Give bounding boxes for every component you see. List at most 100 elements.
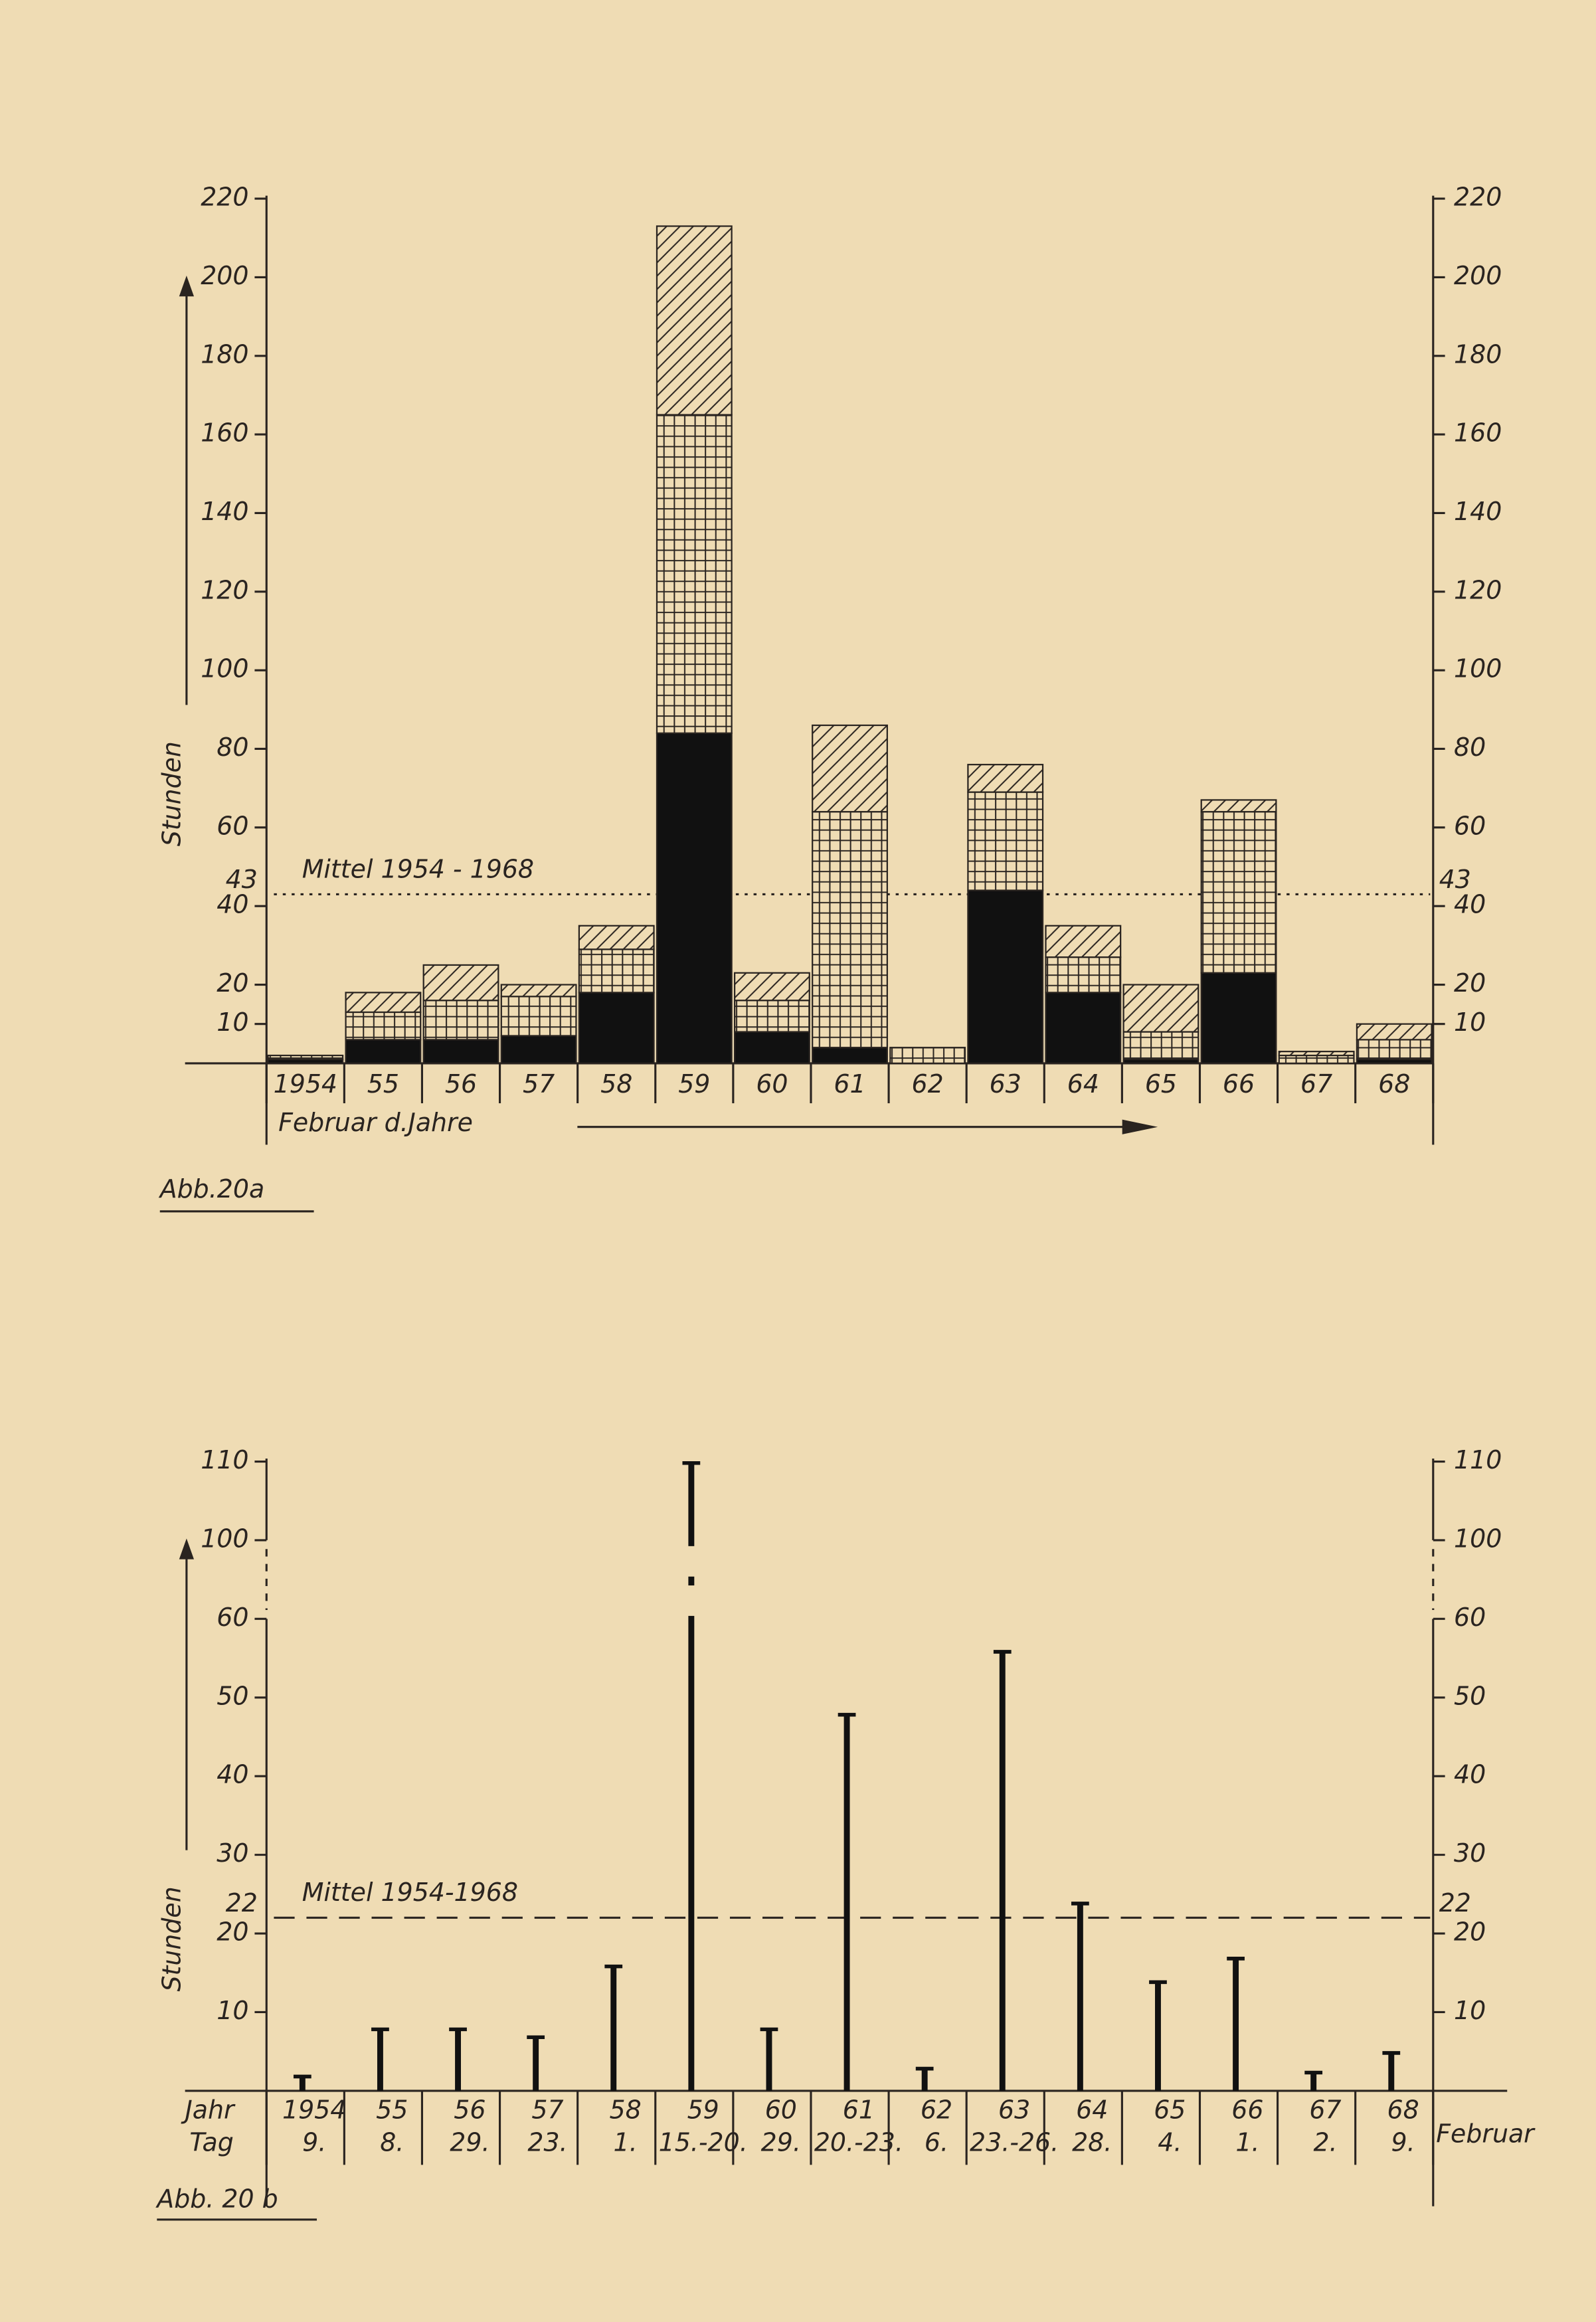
y-tick-label: 60 <box>217 1603 248 1632</box>
x-tick-label: 61 <box>834 1069 865 1099</box>
bar-segment <box>1122 984 1199 1033</box>
y-tick-label: 50 <box>217 1681 248 1710</box>
needle <box>1155 1981 1161 2091</box>
x-tick-label: 55 <box>367 1069 399 1099</box>
x-tick-label: 56 <box>454 2096 486 2125</box>
x-tick-label: 59 <box>678 1069 710 1099</box>
day-label: 20.-23. <box>814 2128 903 2157</box>
y-tick-label: 180 <box>201 339 248 369</box>
bar-segment <box>267 1054 344 1061</box>
needle-break <box>685 1546 697 1577</box>
row-label: Tag <box>189 2128 233 2157</box>
x-tick-label: 66 <box>1231 2096 1263 2125</box>
y-tick-label-right: 80 <box>1454 733 1486 762</box>
y-tick-label: 220 <box>201 183 248 212</box>
x-tick-label: 63 <box>998 2096 1030 2125</box>
y-tick-label: 30 <box>217 1838 248 1868</box>
y-tick-label-right: 60 <box>1454 811 1486 840</box>
day-label: 9. <box>1391 2128 1415 2157</box>
day-label: 23. <box>527 2128 567 2157</box>
y-tick-label: 200 <box>201 261 248 290</box>
day-label: 15.-20. <box>659 2128 748 2157</box>
bar-segment <box>345 1039 422 1064</box>
bar-segment <box>1045 925 1122 958</box>
y-tick-label-right: 100 <box>1454 1524 1502 1553</box>
x-tick-label: 64 <box>1067 1069 1099 1099</box>
x-tick-label: 57 <box>531 2096 563 2125</box>
x-tick-label: 65 <box>1154 2096 1186 2125</box>
day-label: 4. <box>1158 2128 1182 2157</box>
bar-segment <box>967 764 1044 793</box>
bar-segment <box>500 1035 577 1064</box>
bar-segment <box>1278 1054 1355 1064</box>
y-tick-label: 40 <box>217 890 248 919</box>
y-tick-label-right: 40 <box>1454 1760 1486 1789</box>
bar-segment <box>578 948 655 994</box>
day-label: 1. <box>1235 2128 1259 2157</box>
x-tick-label: 67 <box>1300 1069 1332 1099</box>
x-tick-label: 68 <box>1387 2096 1419 2125</box>
y-tick-label-right: 160 <box>1454 418 1502 448</box>
month-label: Februar <box>1436 2119 1536 2148</box>
needle <box>1233 1957 1239 2091</box>
bar-segment <box>1045 956 1122 994</box>
mean-value-right: 43 <box>1439 865 1471 894</box>
day-label: 9. <box>302 2128 326 2157</box>
needle <box>843 1713 850 2091</box>
y-tick-label: 100 <box>201 654 248 683</box>
x-tick-label: 60 <box>756 1069 788 1099</box>
y-axis-label: Stunden <box>157 741 186 846</box>
needle <box>533 2035 539 2091</box>
mean-label: Mittel 1954 - 1968 <box>302 854 534 883</box>
needle <box>1077 1902 1083 2091</box>
x-tick-label: 65 <box>1145 1069 1177 1099</box>
bar-segment <box>578 925 655 950</box>
needle <box>688 1461 695 2091</box>
y-tick-label-right: 30 <box>1454 1838 1486 1868</box>
bar-segment <box>1200 972 1277 1064</box>
bar-segment <box>656 225 733 416</box>
y-tick-label-right: 100 <box>1454 654 1502 683</box>
needle <box>455 2028 462 2091</box>
bar-segment <box>1045 992 1122 1064</box>
bar-segment <box>500 984 577 998</box>
bar-segment <box>733 1000 810 1033</box>
day-label: 29. <box>761 2128 801 2157</box>
caption: Abb. 20 b <box>155 2184 278 2213</box>
needle <box>1388 2051 1395 2091</box>
y-tick-label-right: 20 <box>1454 1918 1486 1947</box>
day-label: 2. <box>1313 2128 1337 2157</box>
x-axis-label: Februar d.Jahre <box>278 1108 473 1137</box>
day-label: 23.-26. <box>970 2128 1059 2157</box>
y-tick-label: 140 <box>201 497 248 526</box>
bar-segment <box>500 996 577 1037</box>
needle <box>999 1650 1006 2091</box>
bar-segment <box>1200 811 1277 974</box>
bar-segment <box>1278 1051 1355 1057</box>
bar-segment <box>812 724 888 813</box>
x-tick-label: 67 <box>1309 2096 1341 2125</box>
x-tick-label: 58 <box>609 2096 641 2125</box>
y-tick-label-right: 10 <box>1454 1996 1486 2025</box>
needle <box>299 2075 306 2091</box>
y-tick-label: 20 <box>217 1918 248 1947</box>
bar-segment <box>1356 1023 1433 1041</box>
bar-segment <box>733 1031 810 1064</box>
y-tick-label-right: 180 <box>1454 339 1502 369</box>
y-tick-label: 110 <box>201 1445 248 1474</box>
y-tick-label-right: 20 <box>1454 968 1486 998</box>
y-tick-label: 20 <box>217 968 248 998</box>
bar-segment <box>1122 1031 1199 1061</box>
y-tick-label: 120 <box>201 575 248 604</box>
bar-segment <box>967 791 1044 891</box>
day-label: 1. <box>614 2128 638 2157</box>
y-tick-label-right: 40 <box>1454 890 1486 919</box>
bar-segment <box>812 1047 888 1064</box>
bar-segment <box>422 964 499 1002</box>
needle <box>1310 2071 1317 2091</box>
bar-segment <box>422 1039 499 1064</box>
x-tick-label: 1954 <box>282 2096 346 2125</box>
y-tick-label-right: 10 <box>1454 1008 1486 1037</box>
